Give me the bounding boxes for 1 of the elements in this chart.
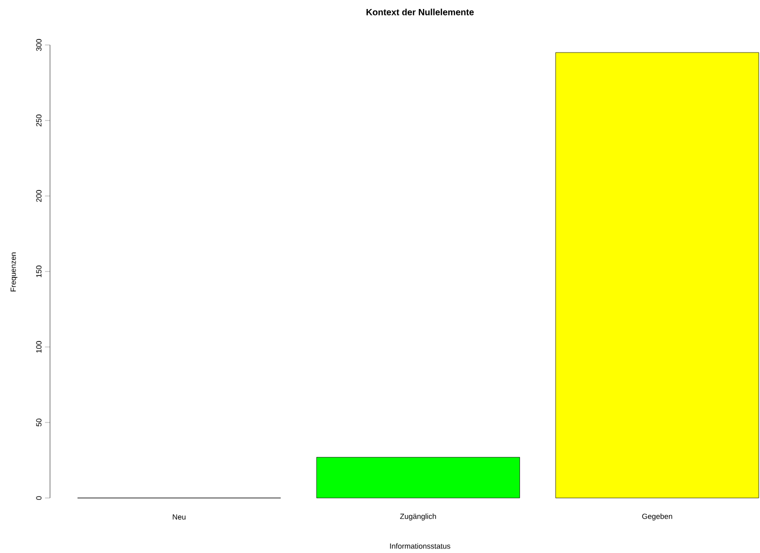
chart-title: Kontext der Nullelemente (366, 8, 474, 16)
